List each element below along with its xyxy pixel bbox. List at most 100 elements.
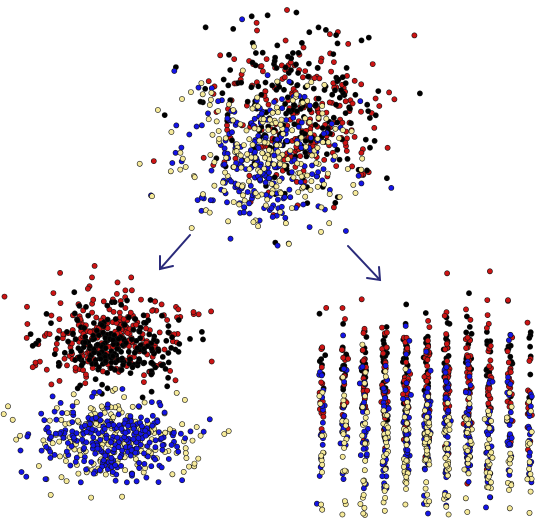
dot	[158, 362, 165, 369]
dot	[79, 436, 86, 443]
dot	[485, 473, 492, 480]
dot	[270, 161, 277, 168]
dot	[319, 344, 326, 351]
dot	[463, 329, 470, 336]
dot	[336, 194, 343, 200]
dot	[319, 125, 326, 131]
dot	[467, 382, 474, 389]
dot	[216, 135, 222, 142]
dot	[230, 164, 237, 170]
dot	[265, 175, 272, 182]
dot	[282, 101, 288, 107]
dot	[251, 43, 257, 50]
dot	[91, 320, 97, 326]
dot	[302, 115, 308, 122]
dot	[269, 214, 276, 220]
dot	[403, 442, 410, 448]
dot	[152, 456, 159, 463]
dot	[264, 196, 271, 203]
dot	[340, 402, 347, 409]
dot	[325, 170, 331, 177]
dot	[215, 128, 222, 134]
dot	[488, 479, 494, 486]
dot	[97, 355, 104, 362]
dot	[326, 31, 333, 38]
dot	[403, 420, 410, 427]
dot	[239, 67, 246, 74]
dot	[442, 369, 449, 376]
dot	[140, 379, 147, 385]
dot	[297, 153, 304, 159]
dot	[443, 503, 450, 510]
dot	[244, 98, 251, 105]
dot	[358, 180, 365, 187]
dot	[96, 388, 103, 395]
dot	[168, 344, 175, 351]
dot	[248, 13, 255, 20]
dot	[175, 317, 182, 323]
dot	[211, 182, 218, 189]
dot	[332, 125, 339, 132]
dot	[364, 409, 371, 416]
dot	[340, 365, 347, 372]
dot	[144, 343, 151, 349]
dot	[406, 337, 413, 344]
dot	[92, 450, 99, 457]
dot	[488, 449, 495, 456]
dot	[126, 360, 133, 367]
dot	[424, 414, 430, 420]
dot	[144, 417, 150, 424]
dot	[36, 463, 42, 469]
dot	[463, 306, 469, 313]
dot	[382, 466, 389, 473]
dot	[229, 137, 235, 144]
dot	[282, 220, 289, 227]
dot	[82, 339, 88, 346]
dot	[380, 385, 387, 392]
dot	[283, 117, 290, 123]
dot	[528, 408, 534, 414]
dot	[59, 410, 65, 416]
dot	[198, 328, 205, 335]
dot	[104, 401, 111, 408]
dot	[299, 99, 306, 106]
dot	[109, 469, 116, 475]
dot	[362, 414, 369, 421]
dot	[524, 476, 531, 483]
dot	[386, 89, 392, 96]
dot	[309, 162, 315, 169]
dot	[161, 112, 168, 118]
dot	[112, 316, 119, 322]
dot	[426, 498, 433, 505]
dot	[230, 25, 237, 32]
dot	[302, 143, 309, 150]
dot	[319, 110, 326, 117]
dot	[120, 316, 127, 323]
dot	[445, 407, 452, 414]
dot	[320, 166, 327, 172]
arrow-right-head	[366, 266, 382, 282]
dot	[466, 394, 473, 401]
dot	[255, 132, 262, 139]
dot	[362, 440, 368, 447]
dot	[361, 504, 368, 511]
dot	[64, 410, 70, 416]
dot	[421, 407, 428, 414]
dot	[298, 144, 305, 151]
dot	[188, 225, 195, 231]
dot	[125, 422, 132, 429]
dot	[293, 91, 300, 98]
dot	[51, 351, 58, 358]
dot	[220, 76, 227, 83]
dot	[223, 154, 230, 161]
dot	[102, 452, 109, 459]
dot	[132, 316, 139, 322]
dot	[402, 501, 409, 508]
dot	[222, 169, 228, 176]
dot	[230, 107, 237, 113]
dot	[360, 330, 367, 336]
dot	[503, 414, 510, 421]
dot	[423, 378, 430, 385]
dot	[161, 409, 168, 416]
dot	[359, 363, 366, 370]
